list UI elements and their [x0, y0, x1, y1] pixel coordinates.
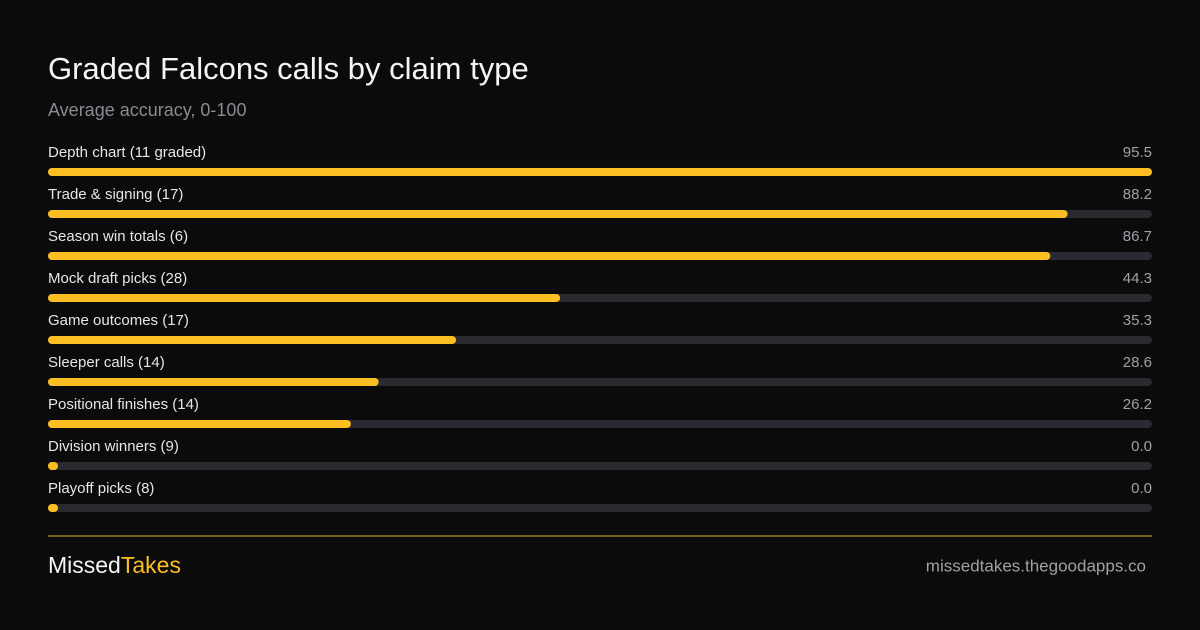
- category-label: Playoff picks (8): [48, 480, 154, 497]
- bar-track: [48, 504, 1152, 512]
- brand-first: Missed: [48, 552, 121, 578]
- category-label: Game outcomes (17): [48, 312, 189, 329]
- value-label: 88.2: [1123, 186, 1152, 203]
- category-label: Season win totals (6): [48, 228, 188, 245]
- category-label: Depth chart (11 graded): [48, 144, 206, 161]
- value-label: 0.0: [1131, 480, 1152, 497]
- bar: [48, 210, 1068, 218]
- category-label: Mock draft picks (28): [48, 270, 187, 287]
- category-label: Positional finishes (14): [48, 396, 199, 413]
- brand: MissedTakes: [48, 552, 181, 578]
- chart-subtitle: Average accuracy, 0-100: [48, 100, 246, 120]
- bar: [48, 420, 351, 428]
- bar: [48, 168, 1152, 176]
- chart-title: Graded Falcons calls by claim type: [48, 51, 529, 86]
- category-label: Trade & signing (17): [48, 186, 183, 203]
- bar: [48, 336, 457, 344]
- value-label: 95.5: [1123, 144, 1152, 161]
- bar-track: [48, 462, 1152, 470]
- bar: [48, 252, 1051, 260]
- value-label: 35.3: [1123, 312, 1152, 329]
- value-label: 26.2: [1123, 396, 1152, 413]
- bar: [48, 504, 58, 512]
- footer-url: missedtakes.thegoodapps.co: [926, 556, 1146, 575]
- value-label: 44.3: [1123, 270, 1152, 287]
- category-label: Sleeper calls (14): [48, 354, 165, 371]
- bar: [48, 462, 58, 470]
- brand-second: Takes: [121, 552, 181, 578]
- value-label: 28.6: [1123, 354, 1152, 371]
- bar: [48, 378, 379, 386]
- bar: [48, 294, 561, 302]
- value-label: 0.0: [1131, 438, 1152, 455]
- category-label: Division winners (9): [48, 438, 179, 455]
- value-label: 86.7: [1123, 228, 1152, 245]
